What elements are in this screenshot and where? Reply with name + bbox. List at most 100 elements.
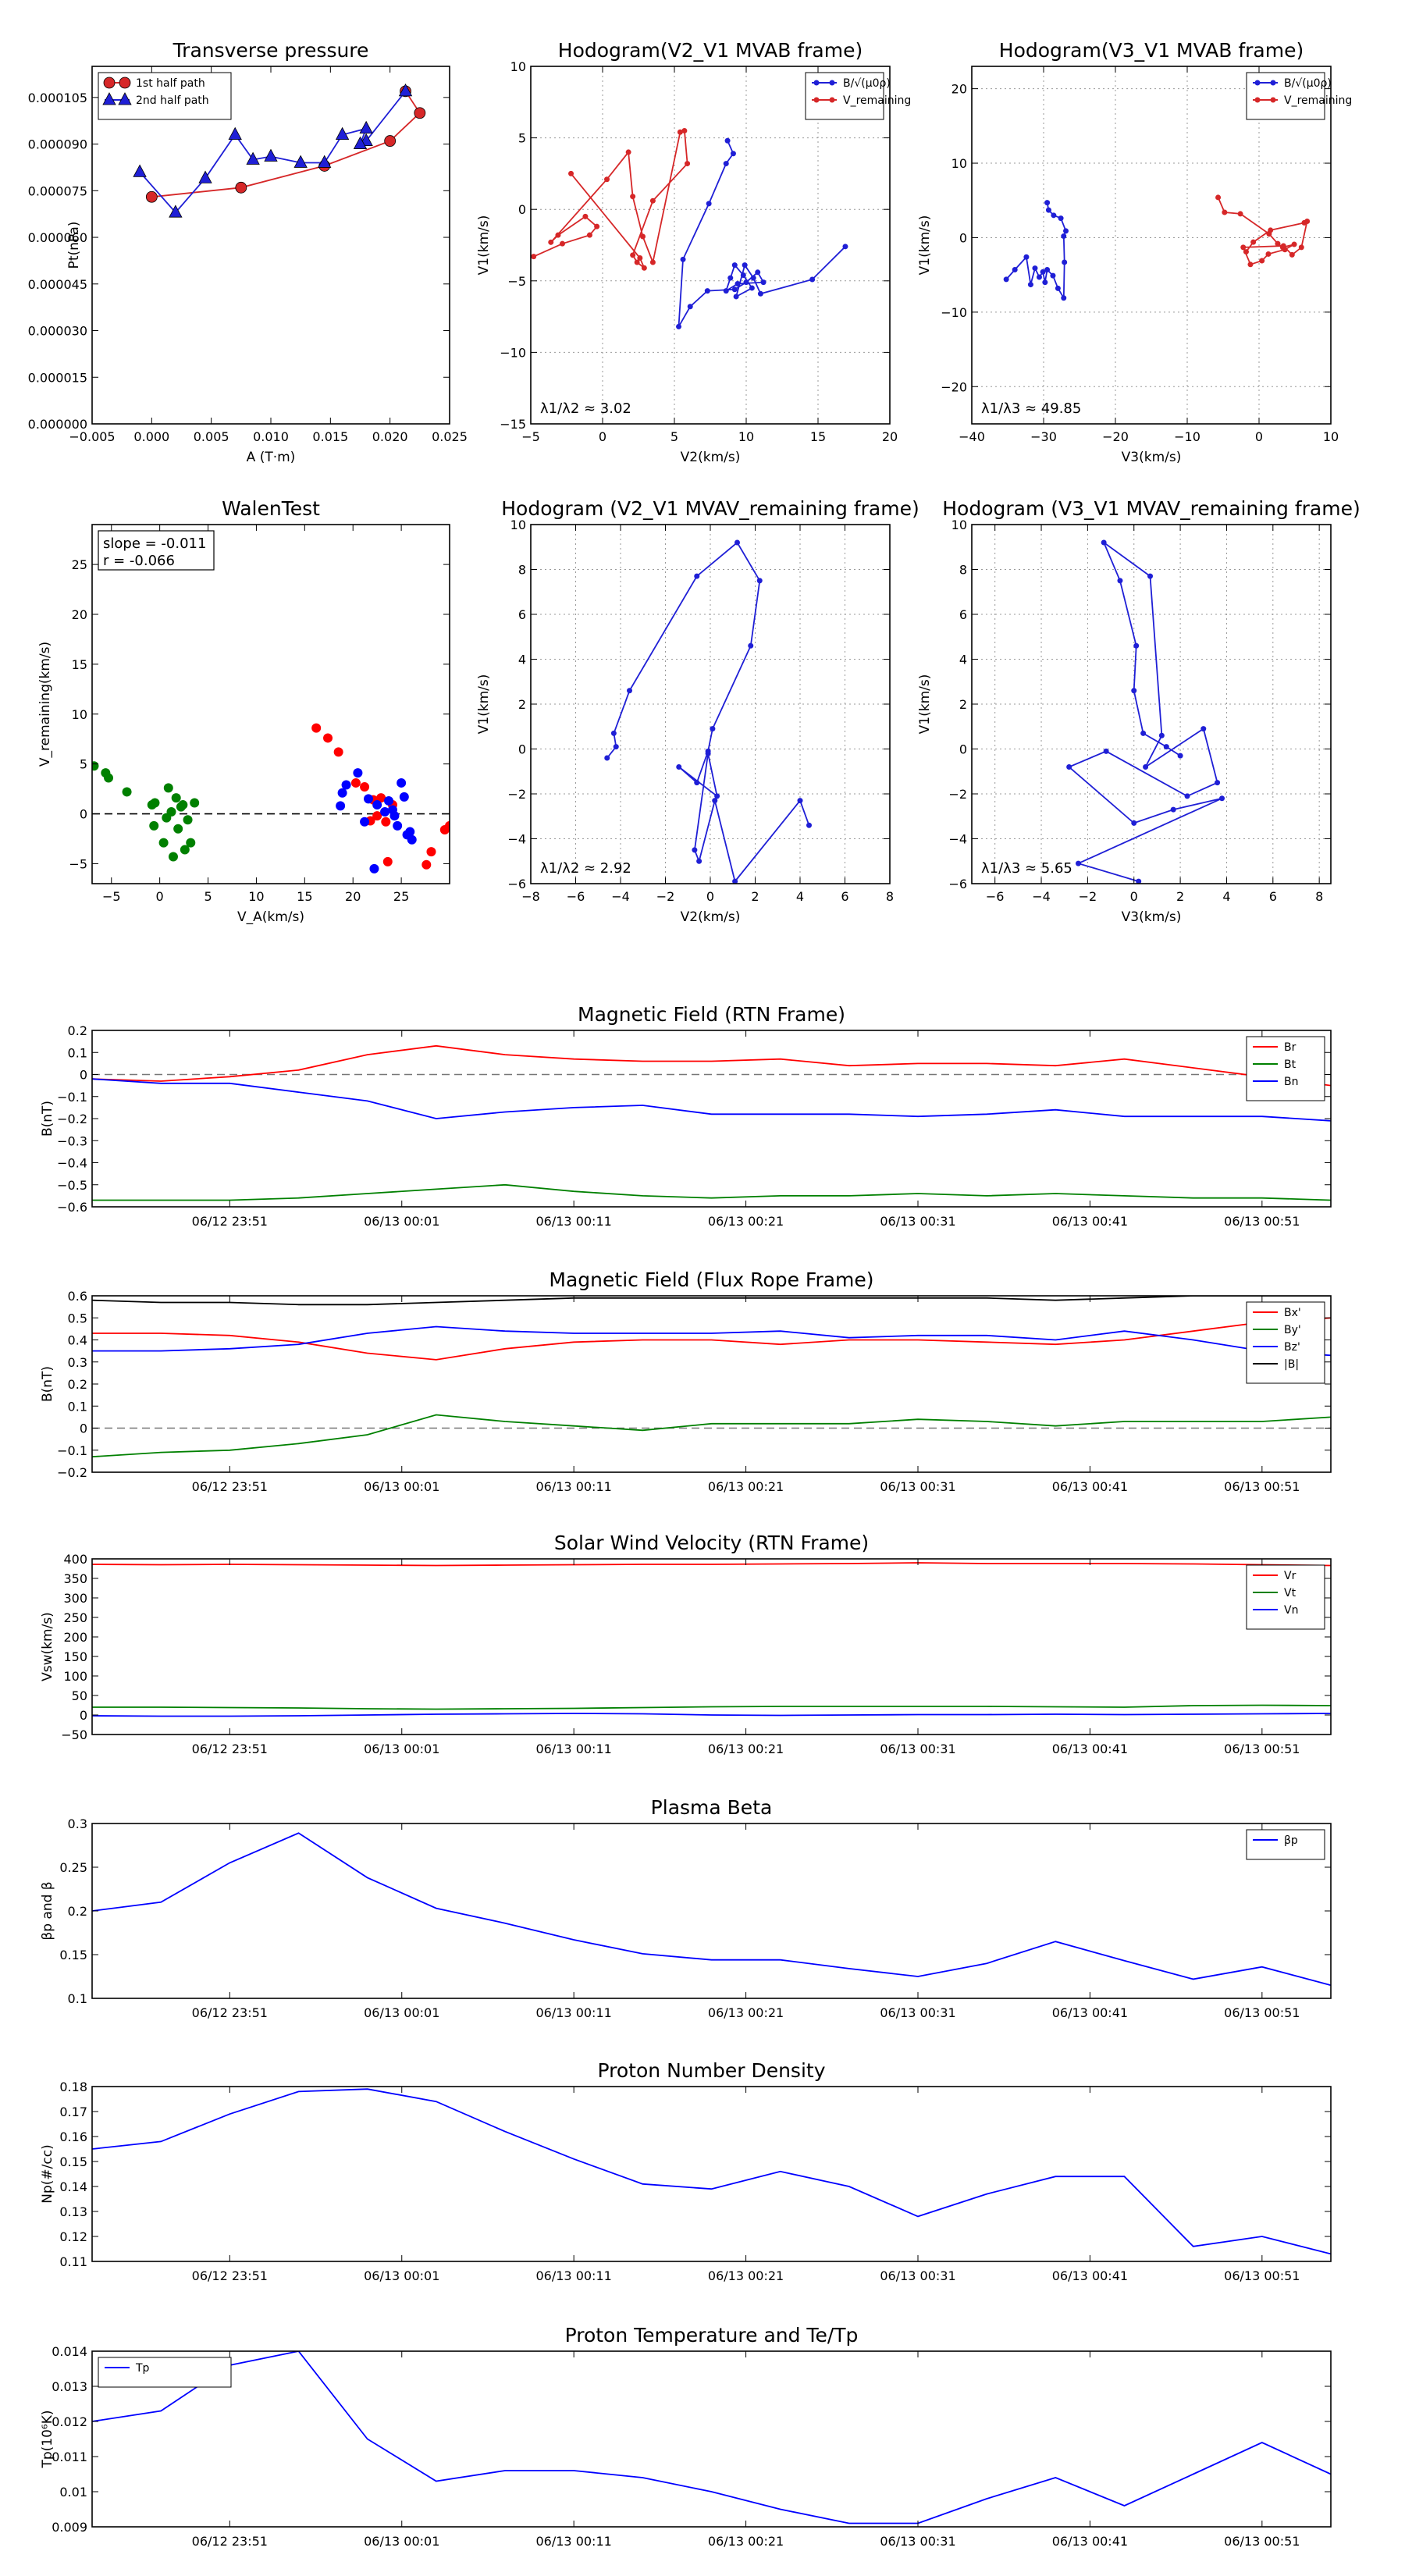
data-point — [246, 151, 260, 165]
x-tick-label: −20 — [1102, 429, 1129, 444]
x-tick-label: −10 — [1174, 429, 1200, 444]
y-tick-label: −0.3 — [57, 1133, 87, 1148]
legend-marker — [813, 97, 820, 103]
data-point — [748, 642, 754, 649]
x-tick-label: 06/13 00:31 — [880, 1479, 955, 1494]
data-point — [198, 170, 212, 183]
x-tick-label: 0 — [156, 889, 164, 904]
y-axis-label: V1(km/s) — [917, 674, 933, 735]
x-tick-label: 06/13 00:11 — [536, 2534, 612, 2549]
legend-frame — [1246, 1829, 1325, 1860]
data-point — [399, 792, 409, 802]
data-point — [696, 858, 702, 864]
data-point — [380, 807, 390, 817]
data-point — [1117, 578, 1123, 584]
legend-entry: 2nd half path — [136, 94, 209, 107]
x-tick-label: −0.005 — [69, 429, 115, 444]
data-point — [1301, 219, 1307, 226]
data-point — [158, 838, 169, 848]
data-point — [1291, 241, 1297, 247]
data-point — [1058, 215, 1064, 222]
y-tick-label: 6 — [518, 607, 526, 622]
data-point — [723, 288, 729, 294]
legend-entry: |B| — [1284, 1358, 1299, 1371]
chart-title: Hodogram (V2_V1 MVAV_remaining frame) — [501, 497, 919, 520]
x-tick-label: 06/12 23:51 — [192, 2268, 268, 2283]
data-point — [548, 239, 554, 245]
data-point — [727, 275, 734, 281]
legend: B/√(μ0ρ) V_remaining — [1246, 72, 1352, 120]
y-tick-label: 0 — [959, 230, 967, 245]
x-tick-label: 06/13 00:01 — [364, 1742, 439, 1756]
data-point — [1240, 244, 1247, 251]
data-point — [407, 834, 417, 845]
data-point — [372, 811, 382, 821]
chart-magnetic-field-flux-rope: Magnetic Field (Flux Rope Frame) −0.2 −0.1… — [40, 1268, 1332, 1494]
legend: 1st half path 2nd half path — [98, 72, 232, 120]
x-tick-label: 06/13 00:31 — [880, 1742, 955, 1756]
x-tick-label: 0.020 — [372, 429, 408, 444]
data-point — [1136, 878, 1142, 884]
data-point — [169, 205, 183, 218]
y-tick-label: 0.000075 — [28, 183, 87, 198]
plot-area — [92, 723, 450, 873]
legend-entry: Bx' — [1284, 1307, 1301, 1319]
y-tick-label: 0.014 — [52, 2344, 87, 2359]
data-point — [323, 733, 333, 743]
data-point — [1177, 753, 1183, 759]
y-tick-label: 0.000060 — [28, 230, 87, 245]
data-point — [1243, 249, 1249, 255]
legend-entry: Vr — [1284, 1570, 1297, 1582]
chart-title: Solar Wind Velocity (RTN Frame) — [554, 1532, 869, 1554]
data-point — [311, 723, 322, 733]
series-line — [533, 130, 688, 269]
y-axis-label: V_remaining(km/s) — [37, 642, 53, 767]
x-tick-label: 06/13 00:51 — [1224, 1742, 1300, 1756]
data-point — [359, 120, 373, 134]
x-tick-label: 06/13 00:21 — [708, 2005, 784, 2020]
y-tick-label: 0.14 — [59, 2179, 87, 2194]
y-tick-label: 0 — [518, 742, 526, 757]
x-tick-label: 0.005 — [194, 429, 229, 444]
x-tick-label: 2 — [1176, 889, 1184, 904]
plot-area — [133, 84, 426, 218]
legend-entry: Br — [1284, 1041, 1297, 1054]
y-tick-label: 0.013 — [52, 2379, 87, 2394]
data-point — [414, 107, 426, 119]
data-point — [389, 811, 400, 821]
x-tick-label: 06/13 00:21 — [708, 1742, 784, 1756]
legend-marker — [813, 80, 820, 86]
data-point — [171, 793, 181, 803]
y-axis-label: Pt(nPa) — [66, 222, 82, 269]
legend: B/√(μ0ρ) V_remaining — [805, 72, 911, 120]
legend-entry: Vn — [1284, 1604, 1298, 1617]
y-tick-label: −20 — [941, 379, 967, 394]
data-point — [382, 856, 393, 866]
series-line — [92, 1325, 1331, 1357]
data-point — [341, 780, 351, 790]
data-point — [559, 240, 565, 247]
x-tick-label: 06/13 00:01 — [364, 2268, 439, 2283]
plot-area — [92, 2351, 1331, 2524]
y-tick-label: 0.000030 — [28, 324, 87, 339]
data-point — [186, 838, 196, 848]
y-tick-label: −6 — [948, 877, 967, 891]
data-point — [1050, 272, 1056, 279]
series-0 — [604, 539, 812, 884]
y-tick-label: −0.2 — [57, 1112, 87, 1126]
data-point — [586, 232, 592, 238]
chart-proton-temperature: Proton Temperature and Te/Tp 0.009 0.01 0.0… — [40, 2324, 1332, 2549]
y-tick-label: −50 — [61, 1727, 87, 1742]
legend-entry: 1st half path — [136, 77, 205, 90]
x-tick-label: 06/13 00:51 — [1224, 2005, 1300, 2020]
axes-frame — [91, 66, 450, 425]
data-point — [604, 176, 610, 183]
x-tick-label: −4 — [611, 889, 630, 904]
chart-transverse-pressure: Transverse pressure 0.000000 0.000015 0.000… — [28, 39, 468, 465]
series-line — [92, 2088, 1331, 2255]
data-point — [1131, 688, 1137, 694]
textbox-frame — [98, 530, 215, 571]
y-tick-label: 0.18 — [59, 2080, 87, 2094]
data-point — [1055, 285, 1061, 291]
